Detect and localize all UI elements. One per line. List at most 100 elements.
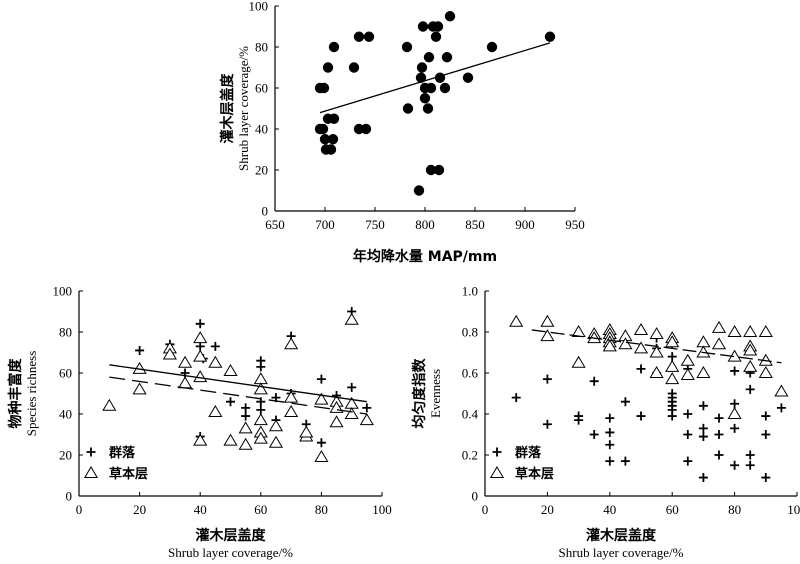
data-point [743,359,758,372]
data-point [344,407,359,419]
data-point [761,411,771,421]
data-point [714,413,724,423]
data-point [730,423,740,433]
data-point [430,31,442,42]
data-point [618,337,633,350]
data-point [745,460,755,470]
y-tick-label: 20 [59,448,72,463]
data-point [542,419,552,429]
data-point [620,456,630,466]
data-point [419,82,431,94]
x-axis-label-cn: 灌木层盖度 [586,527,657,544]
data-point [633,341,649,354]
data-point [774,384,789,397]
data-point [730,399,740,409]
data-point [135,345,145,355]
series-filled-circle [314,11,556,196]
data-point [711,337,727,350]
y-tick-label: 0 [262,204,269,219]
x-tick-label: 80 [728,502,741,517]
data-point [210,341,220,351]
x-tick-label: 60 [254,502,267,517]
data-point [360,123,372,135]
data-point [284,404,299,417]
data-point [193,349,208,362]
data-point [696,345,711,358]
data-point [363,31,375,42]
data-point [745,450,755,460]
data-point [776,403,786,413]
data-point [620,397,630,407]
data-point [698,432,708,442]
data-point [253,382,268,395]
y-tick-label: 1.0 [462,284,478,299]
data-point [665,335,680,348]
data-point [401,41,413,53]
trend-line [109,364,367,403]
y-axis-label-cn: 物种丰富度 [7,358,24,429]
data-point [758,325,773,337]
y-tick-label: 40 [255,122,268,137]
data-point [177,376,193,389]
x-tick-label: 0 [482,502,489,517]
data-point [83,466,99,478]
data-point [317,123,329,135]
data-point [649,366,664,378]
data-point [193,433,208,446]
data-point [743,343,758,356]
data-point [241,411,251,421]
data-point [268,419,284,432]
data-point [314,450,329,463]
x-axis-label-cn: 灌木层盖度 [196,527,267,544]
y-axis-label-group: 灌木层盖度 Shrub layer coverage/% [219,46,251,171]
data-point [683,456,693,466]
data-point [589,376,599,386]
series-草本层 [509,314,789,419]
data-point [419,93,431,104]
data-point [574,415,584,425]
data-point [208,355,223,368]
data-point [602,339,617,352]
data-point [683,409,693,419]
data-point [425,164,437,176]
data-point [322,62,334,73]
y-tick-label: 0.6 [462,366,479,381]
data-point [86,447,96,457]
data-point [241,403,251,413]
legend-label: 草本层 [109,466,148,482]
x-tick-label: 900 [515,217,535,232]
data-point [319,134,331,145]
data-point [318,82,330,94]
data-point [571,355,586,368]
x-axis-label-en: Shrub layer coverage/% [559,545,684,560]
data-point [328,41,340,53]
data-point [314,392,329,405]
x-tick-label: 80 [315,502,328,517]
y-tick-label: 80 [59,325,72,340]
y-axis-label-group: 物种丰富度 Species richness [7,351,39,437]
y-axis-label-group: 均匀度指数 Evenness [411,358,443,429]
x-tick-label: 20 [133,502,146,517]
data-point [433,164,445,176]
data-point [253,413,268,426]
x-tick-label: 40 [194,502,207,517]
data-point [238,421,253,434]
data-point [727,325,742,337]
data-point [665,359,680,372]
y-axis-label-en: Species richness [24,351,39,437]
data-point [415,72,427,83]
data-point [761,473,771,483]
data-point [680,368,695,381]
y-tick-label: 40 [59,407,72,422]
data-point [743,325,758,337]
data-point [698,473,708,483]
x-tick-label: 950 [565,217,585,232]
y-tick-label: 100 [249,0,269,14]
data-point [348,62,360,73]
data-point [223,433,238,446]
data-point [256,405,266,415]
data-point [761,430,771,439]
x-tick-label: 40 [603,502,616,517]
data-point [193,370,208,383]
